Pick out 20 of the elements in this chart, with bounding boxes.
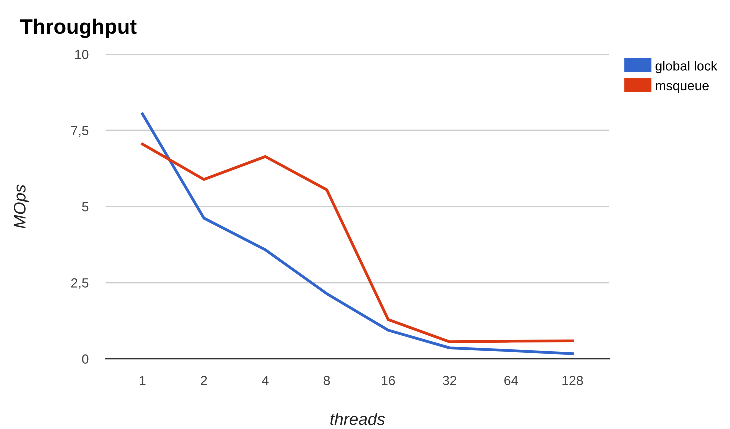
x-tick-label: 4: [262, 376, 269, 386]
line-series: [141, 112, 574, 356]
legend-label: global lock: [656, 61, 718, 74]
y-tick-label: 10: [76, 50, 89, 60]
x-axis-title: threads: [330, 413, 386, 426]
x-tick-label: 8: [324, 376, 330, 386]
x-tick-label: 32: [443, 376, 457, 386]
x-tick-label: 16: [382, 376, 396, 386]
x-tick-label: 1: [140, 376, 146, 386]
y-tick-label: 0: [82, 354, 89, 364]
x-tick-label: 2: [201, 376, 208, 386]
y-tick-label: 5: [82, 202, 89, 212]
x-tick-label: 128: [562, 376, 584, 386]
chart-title: Throughput: [20, 18, 137, 38]
y-tick-label: 2,5: [72, 278, 89, 290]
y-axis-title: MOps: [14, 184, 30, 228]
legend-label: msqueue: [656, 83, 709, 94]
y-tick-label: 7,5: [72, 126, 89, 138]
line-series: [141, 142, 574, 344]
x-tick-label: 64: [504, 376, 518, 386]
